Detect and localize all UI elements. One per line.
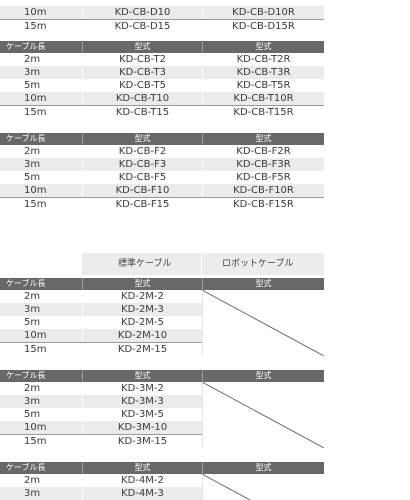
table-header: ケーブル長 型式 型式 [0, 41, 324, 53]
table-row: 15m KD-CB-F15 KD-CB-F15R [0, 197, 324, 211]
table-row: 10m KD-CB-T10 KD-CB-T10R [0, 92, 324, 105]
table-row: 3m KD-CB-T3 KD-CB-T3R [0, 66, 324, 79]
table-t-series: ケーブル長 型式 型式 2m KD-CB-T2 KD-CB-T2R 3m KD-CB-… [0, 41, 324, 119]
table-header: ケーブル長 型式 型式 [0, 370, 324, 382]
not-available-cell [202, 474, 324, 500]
diagonal-line [202, 474, 251, 500]
not-available-cell [202, 382, 324, 448]
robot-cable-label: ロボットケーブル [202, 253, 324, 275]
not-available-cell [202, 290, 324, 356]
table-row: 5m KD-CB-T5 KD-CB-T5R [0, 79, 324, 92]
table-row: 2m KD-CB-T2 KD-CB-T2R [0, 53, 324, 66]
table-header: ケーブル長 型式 型式 [0, 278, 324, 290]
diagonal-line [202, 382, 324, 448]
table-row: 15m KD-CB-D15 KD-CB-D15R [0, 19, 324, 33]
diagonal-line [202, 290, 324, 356]
table-header: ケーブル長 型式 型式 [0, 133, 324, 145]
table-row: 15m KD-CB-T15 KD-CB-T15R [0, 105, 324, 119]
table-f-series: ケーブル長 型式 型式 2m KD-CB-F2 KD-CB-F2R 3m KD-CB-… [0, 133, 324, 211]
table-row: 5m KD-CB-F5 KD-CB-F5R [0, 171, 324, 184]
cable-type-header: 標準ケーブル ロボットケーブル [82, 253, 324, 275]
table-row: 3m KD-CB-F3 KD-CB-F3R [0, 158, 324, 171]
table-row: 10m KD-CB-F10 KD-CB-F10R [0, 184, 324, 197]
table-row: 10m KD-CB-D10 KD-CB-D10R [0, 6, 324, 19]
table-row: 2m KD-CB-F2 KD-CB-F2R [0, 145, 324, 158]
table-header: ケーブル長 型式 型式 [0, 462, 324, 474]
table-d-partial: 10m KD-CB-D10 KD-CB-D10R 15m KD-CB-D15 K… [0, 0, 324, 33]
standard-cable-label: 標準ケーブル [82, 253, 201, 275]
